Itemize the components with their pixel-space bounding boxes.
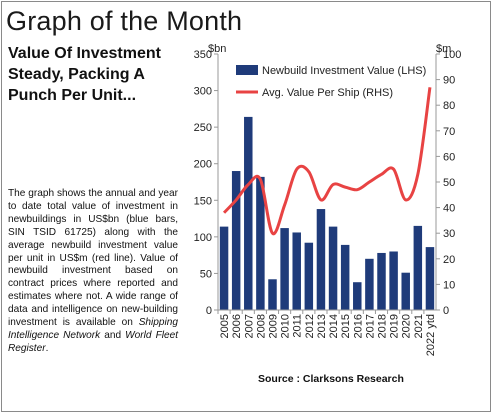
- x-tick-label: 2018: [377, 314, 389, 338]
- shipping-intelligence-network-link[interactable]: Shipping Intelligence Network: [8, 317, 178, 341]
- source-note: Source : Clarksons Research: [258, 373, 404, 385]
- right-tick-label: 70: [443, 126, 455, 138]
- article-body: The graph shows the annual and year to d…: [8, 188, 178, 356]
- left-tick-label: 350: [194, 49, 212, 61]
- bar-2006: [231, 171, 241, 310]
- x-tick-label: 2021: [413, 314, 425, 338]
- body-text-part-2: and: [100, 329, 126, 341]
- line-layer: [222, 87, 432, 236]
- bar-2009: [268, 279, 277, 310]
- x-tick-label: 2009: [268, 314, 280, 338]
- left-tick-label: 150: [194, 195, 212, 207]
- x-tick-label: 2010: [280, 314, 292, 338]
- investment-chart: $bn $m 0 50 100 150 200 250 300 350 0 10 20 30 40 50 6…: [194, 43, 462, 356]
- bar-2010: [280, 228, 289, 310]
- bar-2017: [365, 258, 374, 310]
- x-tick-label: 2022 ytd: [425, 314, 437, 356]
- left-tick-label: 300: [194, 86, 212, 98]
- bar-2012: [304, 242, 314, 310]
- x-tick-label: 2007: [243, 314, 255, 338]
- legend-bar-label: Newbuild Investment Value (LHS): [262, 65, 426, 77]
- bar-2022-ytd: [425, 247, 435, 310]
- x-tick-label: 2015: [340, 314, 352, 338]
- x-tick-label: 2013: [316, 314, 328, 338]
- bar-2007: [244, 116, 253, 311]
- right-tick-label: 30: [443, 228, 455, 240]
- right-tick-label: 60: [443, 151, 455, 163]
- left-axis-unit: $bn: [208, 43, 226, 55]
- right-tick-label: 80: [443, 100, 455, 112]
- bar-2011: [292, 232, 301, 310]
- body-text-part-3: .: [45, 342, 49, 354]
- x-tick-label: 2012: [304, 314, 316, 338]
- article-headline: Value Of Investment Steady, Packing A Pu…: [8, 45, 161, 104]
- world-fleet-register-link[interactable]: World Fleet Register: [8, 329, 179, 354]
- avg-value-line: [222, 87, 432, 236]
- bar-2021: [413, 225, 423, 310]
- left-tick-label: 50: [200, 268, 212, 280]
- left-tick-label: 100: [194, 232, 212, 244]
- bar-2019: [389, 251, 398, 310]
- bar-2015: [340, 244, 350, 310]
- x-tick-label: 2006: [231, 314, 243, 338]
- x-tick-label: 2016: [352, 314, 364, 338]
- x-tick-label: 2011: [292, 314, 304, 338]
- bars-layer: [219, 116, 435, 311]
- right-tick-label: 40: [443, 203, 455, 215]
- left-tick-label: 0: [206, 305, 212, 317]
- bar-2020: [401, 272, 410, 310]
- right-axis-unit: $m: [436, 43, 451, 55]
- right-tick-label: 100: [443, 49, 461, 61]
- body-text-part-1: The graph shows the annual and year to d…: [8, 188, 178, 329]
- x-tick-label: 2019: [389, 314, 401, 338]
- left-tick-label: 200: [194, 159, 212, 171]
- legend: Newbuild Investment Value (LHS) Avg. Val…: [236, 65, 426, 99]
- bar-2013: [316, 209, 326, 310]
- bar-2016: [353, 282, 362, 310]
- page-title: Graph of the Month: [6, 6, 243, 36]
- legend-line-label: Avg. Value Per Ship (RHS): [262, 87, 393, 99]
- bar-2008: [256, 176, 265, 310]
- legend-bar-swatch: [236, 65, 258, 75]
- bar-2014: [328, 226, 338, 310]
- right-tick-label: 10: [443, 279, 455, 291]
- right-tick-label: 20: [443, 254, 455, 266]
- x-tick-label: 2008: [255, 314, 267, 338]
- x-tick-label: 2017: [364, 314, 376, 338]
- right-tick-label: 50: [443, 177, 455, 189]
- x-tick-label: 2005: [219, 314, 231, 338]
- right-tick-label: 90: [443, 75, 455, 87]
- x-tick-label: 2020: [401, 314, 413, 338]
- bar-2018: [377, 252, 386, 310]
- left-tick-label: 250: [194, 122, 212, 134]
- right-tick-label: 0: [443, 305, 449, 317]
- axes-layer: 0 50 100 150 200 250 300 350 0 10 20 30 40 50 60 70 80 90…: [194, 49, 462, 356]
- bar-2005: [219, 226, 229, 310]
- x-tick-label: 2014: [328, 314, 340, 338]
